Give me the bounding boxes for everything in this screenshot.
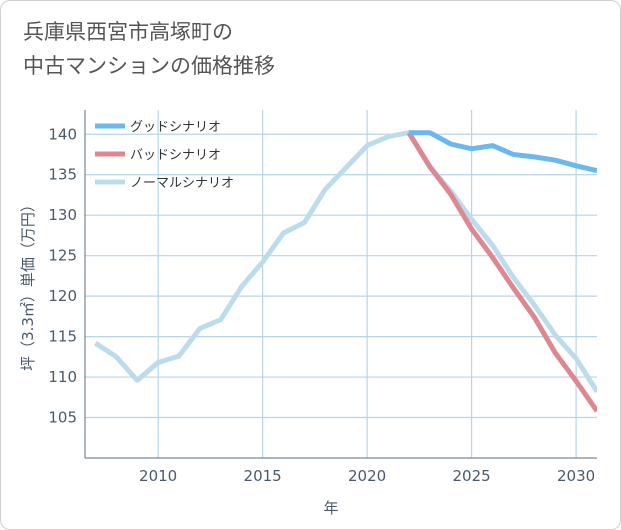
y-tick-label: 115 bbox=[48, 328, 77, 346]
y-tick-label: 125 bbox=[48, 247, 77, 265]
legend-label: グッドシナリオ bbox=[130, 120, 221, 135]
series-group bbox=[94, 130, 597, 413]
x-tick-label: 2025 bbox=[453, 467, 491, 485]
plot-area: 2010 2015 2020 2025 2030 105 110 115 120 125 130 13… bbox=[19, 110, 597, 517]
series-line-2 bbox=[94, 130, 597, 393]
x-tick-label: 2015 bbox=[244, 467, 282, 485]
series-line-0 bbox=[408, 130, 597, 174]
x-tick-label: 2020 bbox=[348, 467, 386, 485]
x-tick-label: 2010 bbox=[139, 467, 177, 485]
y-tick-label: 130 bbox=[48, 206, 77, 224]
chart-title-line-1: 兵庫県西宮市高塚町の bbox=[23, 20, 233, 44]
series-line-1 bbox=[406, 131, 597, 413]
y-tick-label: 140 bbox=[48, 125, 77, 143]
y-tick-label: 105 bbox=[48, 409, 77, 427]
chart-title: 兵庫県西宮市高塚町の 中古マンションの価格推移 bbox=[23, 15, 583, 83]
chart-title-line-2: 中古マンションの価格推移 bbox=[23, 54, 275, 78]
y-tick-label: 110 bbox=[48, 368, 77, 386]
x-axis-label: 年 bbox=[323, 499, 338, 517]
y-axis-label: 坪（3.3㎡）単価（万円） bbox=[19, 197, 37, 371]
y-tick-label: 120 bbox=[48, 287, 77, 305]
x-tick-label: 2030 bbox=[557, 467, 595, 485]
legend-label: ノーマルシナリオ bbox=[130, 176, 234, 191]
y-tick-label: 135 bbox=[48, 166, 77, 184]
legend-label: バッドシナリオ bbox=[130, 148, 221, 163]
